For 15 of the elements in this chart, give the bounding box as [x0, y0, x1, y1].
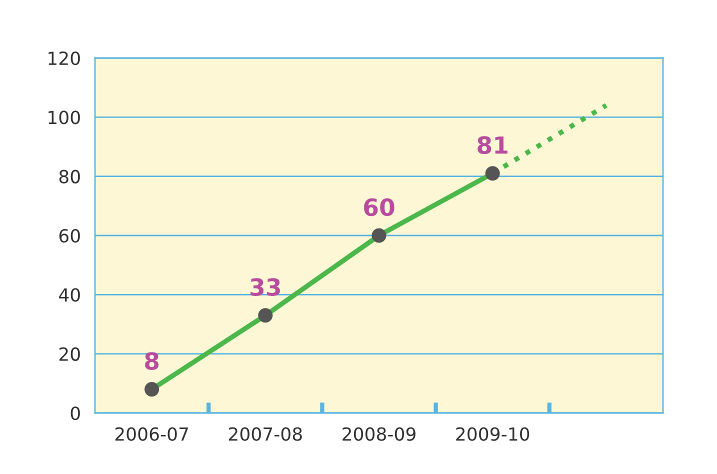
y-tick-label: 80 [59, 170, 80, 184]
x-tick-label: 2007-08 [229, 427, 302, 441]
data-label: 81 [478, 136, 508, 154]
data-label: 60 [364, 198, 394, 216]
data-label: 8 [145, 352, 159, 370]
y-tick-label: 100 [48, 110, 80, 124]
y-tick-label: 20 [59, 347, 80, 361]
x-tick-label: 2009-10 [456, 427, 530, 441]
y-tick-label: 60 [59, 228, 80, 243]
y-tick-label: 0 [70, 406, 80, 420]
y-tick-label: 40 [59, 288, 80, 302]
x-tick-label: 2008-09 [342, 427, 416, 441]
y-tick-label: 120 [48, 51, 80, 66]
x-tick-label: 2006-07 [115, 427, 188, 441]
data-label: 33 [250, 278, 280, 296]
